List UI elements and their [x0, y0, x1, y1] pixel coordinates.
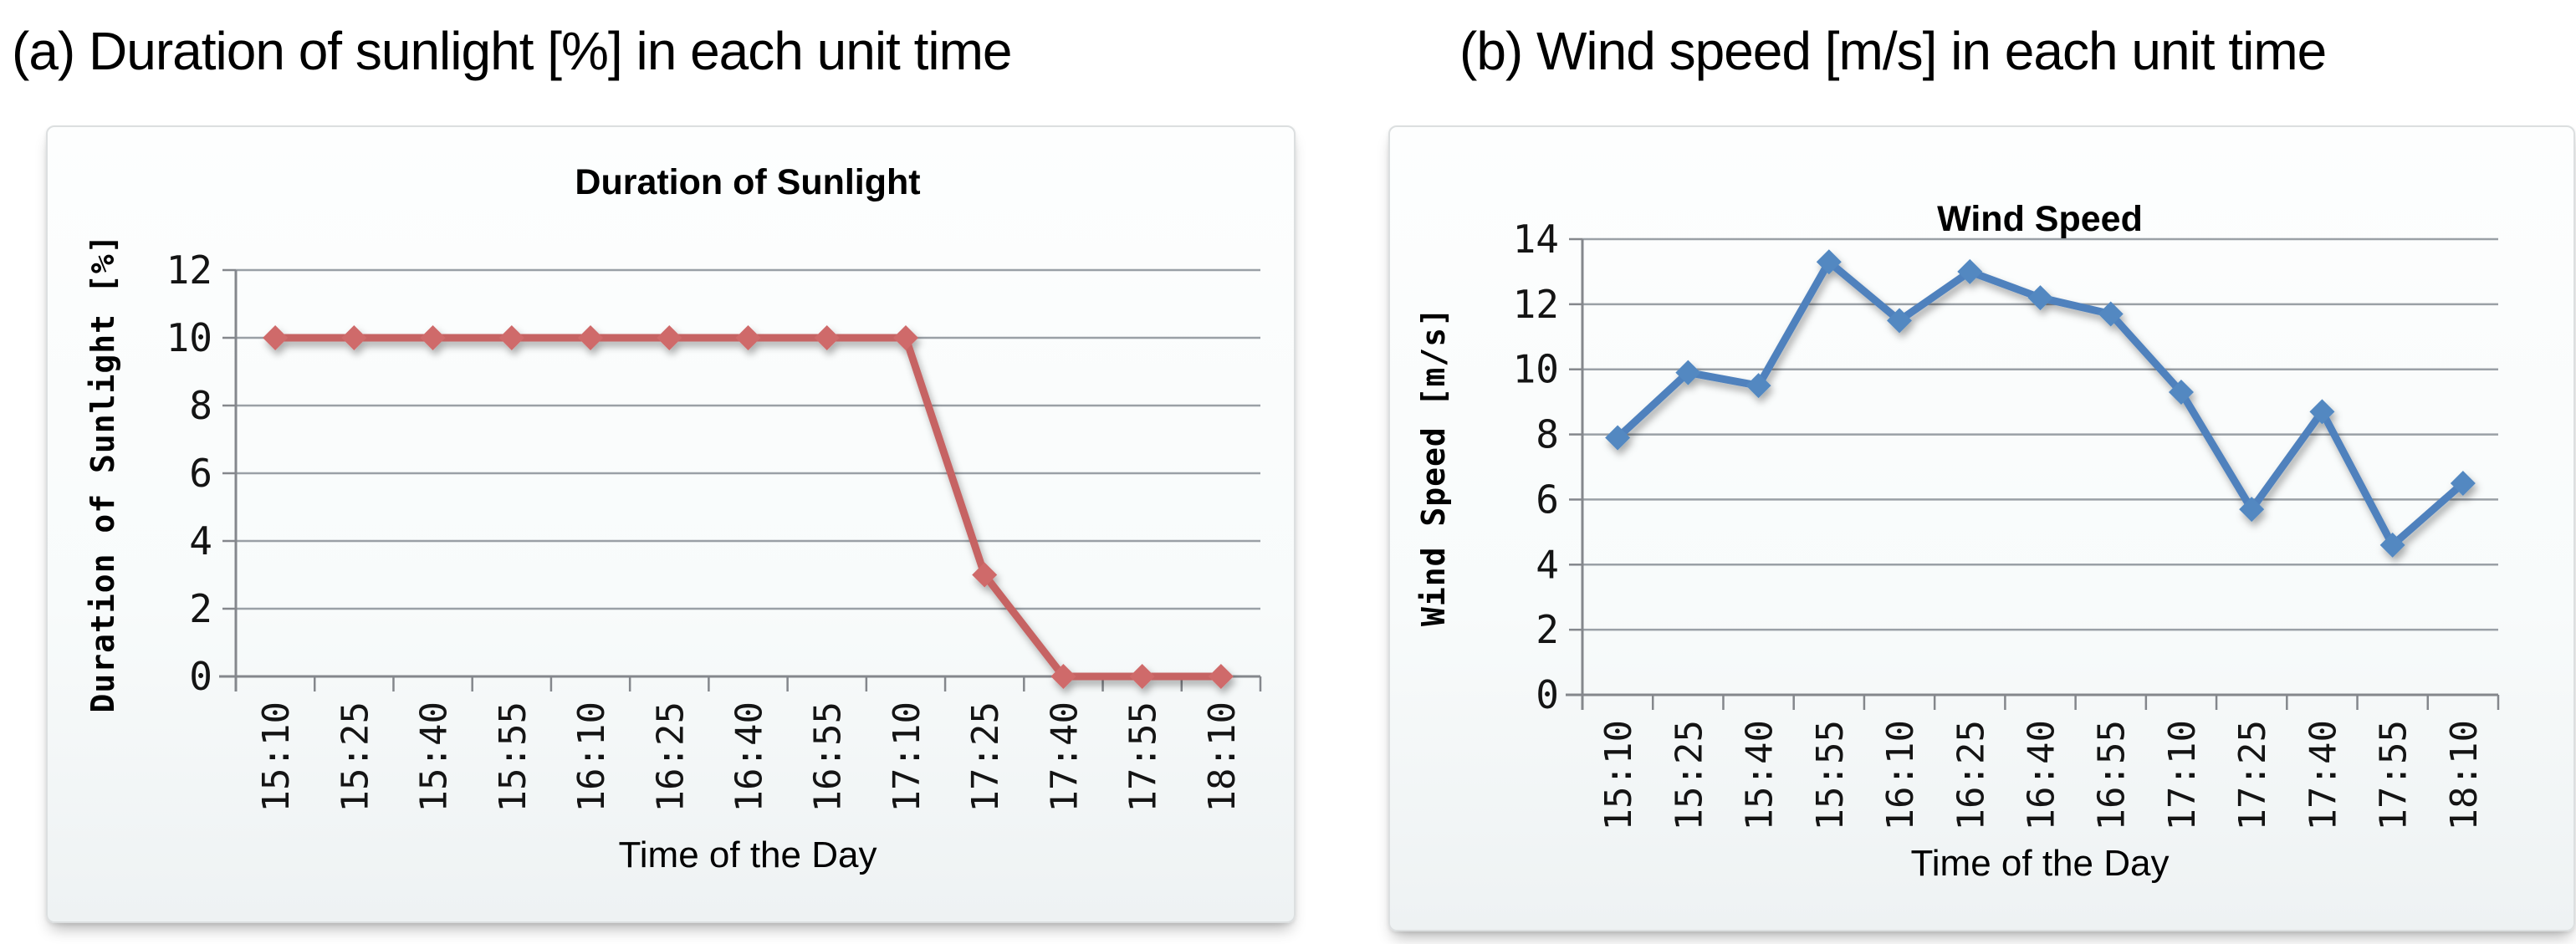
- data-point-marker: [420, 325, 446, 350]
- series-group: [1605, 249, 2476, 558]
- data-point-marker: [498, 325, 524, 350]
- data-point-marker: [2450, 470, 2476, 496]
- x-tick-label: 16:10: [1879, 720, 1922, 830]
- x-tick-label: 15:10: [255, 702, 298, 812]
- subfigure-b-heading: (b) Wind speed [m/s] in each unit time: [1459, 21, 2327, 81]
- x-tick-label: 17:55: [1122, 702, 1165, 812]
- subfigure-a-heading: (a) Duration of sunlight [%] in each uni…: [12, 21, 1012, 81]
- x-tick-label: 18:10: [2443, 720, 2486, 830]
- x-tick-label: 17:25: [964, 702, 1007, 812]
- y-tick-label: 10: [1513, 347, 1559, 392]
- x-tick-label: 17:10: [886, 702, 928, 812]
- data-point-marker: [1745, 373, 1771, 399]
- y-tick-label: 0: [189, 654, 212, 699]
- y-tick-label: 8: [189, 383, 212, 428]
- data-point-marker: [972, 562, 998, 588]
- data-point-marker: [578, 325, 604, 350]
- data-point-marker: [1050, 664, 1076, 689]
- wind-line-chart: 0 2 4 6 8 10 12 14 15:10 15:25 15:40 15:55 16:10 16:2…: [1513, 217, 2500, 830]
- y-tick-label: 12: [1513, 282, 1559, 327]
- y-tick-label: 6: [189, 451, 212, 496]
- x-tick-label: 17:40: [1043, 702, 1086, 812]
- data-point-marker: [1816, 249, 1842, 275]
- data-point-marker: [892, 325, 918, 350]
- x-tick-label: 17:10: [2161, 720, 2204, 830]
- x-tick-label: 15:40: [1739, 720, 1781, 830]
- data-point-marker: [1605, 425, 1631, 451]
- data-point-marker: [2309, 399, 2335, 425]
- sunlight-x-axis-title: Time of the Day: [618, 834, 877, 875]
- y-tick-label: 14: [1513, 217, 1559, 262]
- x-tick-label: 16:55: [2091, 720, 2134, 830]
- y-tick-label: 4: [1536, 542, 1559, 587]
- y-tick-label: 2: [1536, 607, 1559, 652]
- x-tick-label: 16:25: [1950, 720, 1992, 830]
- x-tick-label: 16:25: [649, 702, 692, 812]
- data-point-marker: [263, 325, 289, 350]
- data-point-marker: [2379, 532, 2405, 558]
- wind-chart-title: Wind Speed: [1937, 199, 2143, 239]
- x-tick-label: 16:40: [728, 702, 771, 812]
- wind-y-axis-title: Wind Speed [m/s]: [1415, 306, 1452, 627]
- data-point-marker: [2168, 379, 2194, 405]
- data-point-marker: [814, 325, 840, 350]
- data-point-marker: [341, 325, 367, 350]
- data-point-marker: [1957, 258, 1983, 284]
- x-tick-label: 16:55: [807, 702, 850, 812]
- x-tick-label: 15:40: [413, 702, 456, 812]
- x-tick-label: 18:10: [1201, 702, 1244, 812]
- data-point-marker: [1129, 664, 1155, 689]
- x-tick-label: 17:55: [2373, 720, 2415, 830]
- data-point-marker: [1887, 308, 1913, 334]
- data-point-marker: [657, 325, 682, 350]
- data-point-marker: [2239, 497, 2265, 523]
- y-tick-label: 2: [189, 586, 212, 631]
- x-tick-label: 15:55: [1809, 720, 1852, 830]
- x-tick-label: 15:25: [334, 702, 376, 812]
- y-tick-label: 8: [1536, 412, 1559, 457]
- sunlight-chart-panel: 0 2 4 6 8 10 12 15:10 15:25 15:40 15:55 16:10 16:25 1…: [46, 125, 1296, 923]
- x-tick-label: 17:40: [2302, 720, 2344, 830]
- data-point-marker: [1208, 664, 1234, 689]
- y-tick-label: 6: [1536, 477, 1559, 522]
- x-tick-label: 17:25: [2231, 720, 2274, 830]
- series-group: [263, 325, 1234, 689]
- y-tick-label: 4: [189, 518, 212, 564]
- y-tick-label: 10: [166, 315, 212, 360]
- x-tick-label: 15:25: [1668, 720, 1710, 830]
- sunlight-chart-title: Duration of Sunlight: [575, 162, 921, 202]
- data-point-marker: [1675, 360, 1701, 385]
- wind-chart-panel: 0 2 4 6 8 10 12 14 15:10 15:25 15:40 15:55 16:10 16:2…: [1388, 125, 2575, 931]
- x-tick-label: 15:55: [492, 702, 534, 812]
- data-point-marker: [2027, 285, 2053, 311]
- x-tick-label: 15:10: [1597, 720, 1640, 830]
- x-tick-label: 16:40: [2021, 720, 2063, 830]
- data-point-marker: [735, 325, 761, 350]
- wind-x-axis-title: Time of the Day: [1910, 843, 2170, 884]
- sunlight-y-axis-title: Duration of Sunlight [%]: [84, 233, 121, 713]
- y-tick-label: 0: [1536, 672, 1559, 717]
- series-line: [271, 334, 1225, 681]
- y-tick-label: 12: [166, 247, 212, 293]
- data-point-marker: [2098, 301, 2124, 327]
- x-tick-label: 16:10: [570, 702, 613, 812]
- sunlight-line-chart: 0 2 4 6 8 10 12 15:10 15:25 15:40 15:55 16:10 16:25 1…: [166, 247, 1262, 812]
